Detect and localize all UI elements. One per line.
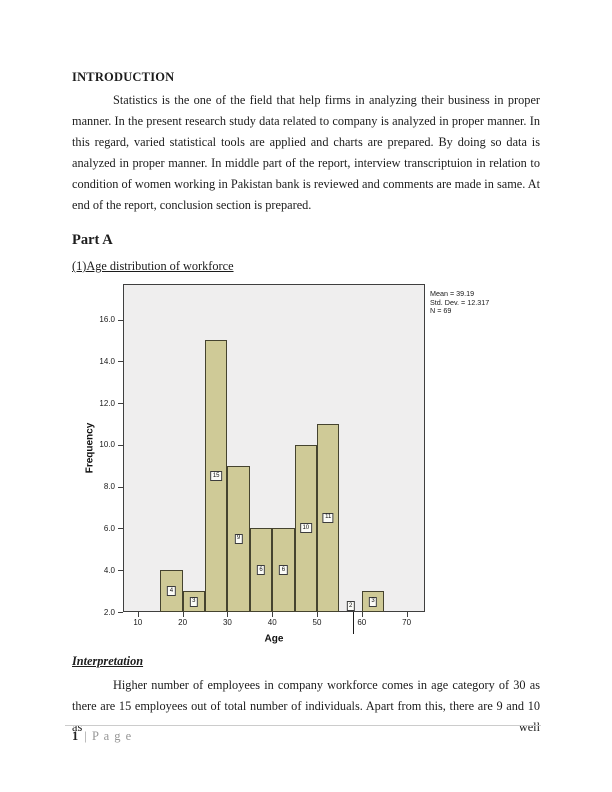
chart-caption: (1)Age distribution of workforce xyxy=(72,259,234,273)
x-tick-label: 30 xyxy=(222,618,232,627)
intro-heading: INTRODUCTION xyxy=(72,70,175,84)
bar-count-label: 6 xyxy=(256,565,266,576)
x-tick xyxy=(317,612,318,617)
x-tick xyxy=(227,612,229,617)
y-tick xyxy=(118,486,123,488)
interpretation-heading: Interpretation xyxy=(72,654,144,668)
y-tick xyxy=(118,444,123,446)
y-tick xyxy=(118,528,123,530)
part-a-heading: Part A xyxy=(72,232,113,248)
stats-n: N = 69 xyxy=(430,306,452,315)
y-tick xyxy=(118,403,123,405)
intro-paragraph: Statistics is the one of the field that … xyxy=(72,93,540,212)
bar-count-label: 15 xyxy=(210,471,223,482)
x-tick-label: 10 xyxy=(133,618,143,627)
x-tick xyxy=(361,612,363,617)
bar-count-label: 10 xyxy=(299,523,312,534)
page-label: | P a g e xyxy=(84,729,133,743)
x-tick xyxy=(272,612,274,617)
x-tick-label: 20 xyxy=(178,618,188,627)
page-footer: 1 | P a g e xyxy=(72,729,132,744)
y-tick-label: 6.0 xyxy=(103,523,115,533)
footer-divider xyxy=(65,725,541,726)
x-tick-label: 70 xyxy=(402,618,412,627)
y-tick xyxy=(118,361,123,363)
y-tick-label: 8.0 xyxy=(103,482,115,492)
y-tick-label: 10.0 xyxy=(99,440,115,450)
bar-count-label: 3 xyxy=(189,596,198,607)
y-tick xyxy=(118,612,123,613)
x-tick-label: 40 xyxy=(267,618,277,627)
stats-stddev: Std. Dev. = 12.317 xyxy=(430,297,490,307)
page-number: 1 xyxy=(72,729,79,743)
y-tick-label: 16.0 xyxy=(99,315,115,325)
y-tick-label: 12.0 xyxy=(99,398,115,408)
bar-count-label: 6 xyxy=(279,565,288,576)
bar-count-label: 11 xyxy=(322,512,334,523)
bar-count-label: 9 xyxy=(234,533,243,544)
x-axis-title: Age xyxy=(264,633,284,645)
x-tick-label: 60 xyxy=(357,618,367,627)
y-tick xyxy=(118,570,123,572)
stats-mean: Mean = 39.19 xyxy=(430,289,475,298)
x-tick xyxy=(406,612,408,617)
x-tick xyxy=(182,612,184,617)
x-tick-label: 50 xyxy=(312,618,322,627)
y-tick-label: 2.0 xyxy=(103,607,115,617)
x-tick xyxy=(137,612,139,617)
y-tick xyxy=(118,319,123,321)
stats-annotation: Mean = 39.19 Std. Dev. = 12.317 N = 69 xyxy=(430,289,490,316)
stray-mark-line xyxy=(352,612,354,634)
y-tick-label: 4.0 xyxy=(103,565,115,575)
bar-count-label: 2 xyxy=(346,601,355,611)
y-tick-label: 14.0 xyxy=(99,356,115,366)
interpretation-paragraph: Higher number of employees in company wo… xyxy=(72,678,540,734)
bar-count-label: 3 xyxy=(368,596,378,607)
bar-count-label: 4 xyxy=(167,586,176,597)
